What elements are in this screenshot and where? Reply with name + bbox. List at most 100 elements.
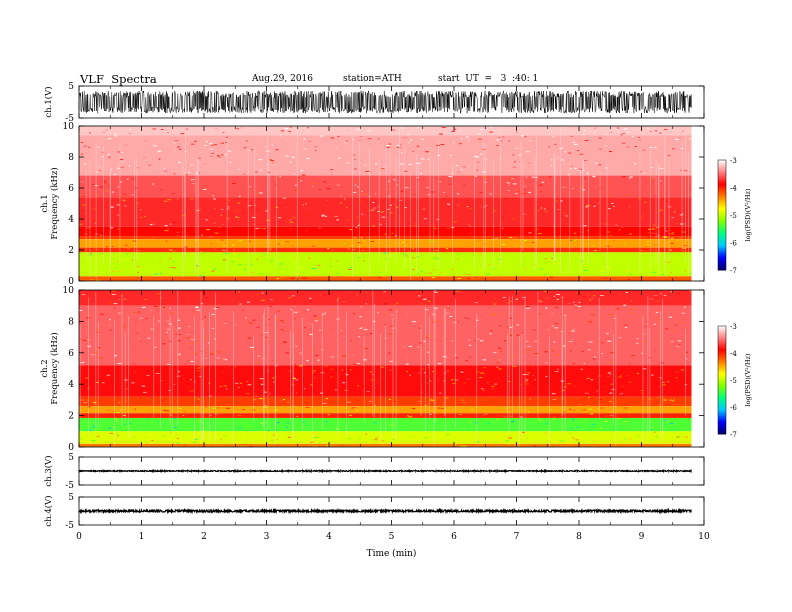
noise-speck [100, 127, 103, 129]
noise-speck [294, 311, 298, 313]
noise-speck [346, 162, 349, 164]
noise-speck [317, 318, 321, 320]
noise-speck [515, 245, 518, 247]
noise-speck [322, 214, 325, 216]
noise-speck [314, 354, 319, 356]
noise-speck [354, 168, 357, 170]
noise-speck [533, 264, 535, 266]
noise-speck [451, 340, 454, 342]
noise-speck [453, 223, 456, 225]
noise-speck [655, 130, 658, 132]
noise-speck [170, 312, 174, 314]
noise-speck [317, 359, 320, 361]
noise-speck [444, 338, 449, 340]
noise-speck [356, 201, 358, 203]
noise-speck [234, 366, 237, 368]
y-axis-channel-label: ch.1 [40, 194, 50, 212]
noise-speck [272, 243, 276, 245]
noise-speck [379, 223, 382, 225]
noise-speck [525, 176, 528, 178]
noise-speck [402, 346, 405, 348]
spectral-band [79, 135, 692, 176]
noise-speck [114, 433, 119, 435]
waveform-trace [78, 469, 692, 473]
noise-speck [369, 379, 373, 381]
noise-speck [667, 261, 671, 263]
noise-speck [125, 400, 127, 402]
noise-speck [214, 268, 217, 270]
noise-speck [342, 301, 346, 303]
noise-speck [624, 438, 626, 440]
noise-speck [435, 320, 439, 322]
noise-speck [102, 152, 104, 154]
noise-speck [231, 182, 236, 184]
noise-speck [377, 312, 379, 314]
noise-speck [469, 207, 472, 209]
noise-speck [99, 263, 102, 265]
noise-speck [359, 327, 362, 329]
noise-speck [503, 312, 506, 314]
noise-speck [689, 290, 693, 292]
noise-speck [169, 414, 172, 416]
noise-speck [600, 233, 603, 235]
noise-speck [114, 418, 118, 420]
noise-speck [404, 170, 408, 172]
noise-speck [149, 224, 153, 226]
noise-speck [98, 357, 103, 359]
colorbar-cell [718, 253, 726, 256]
noise-speck [416, 273, 420, 275]
colorbar-tick-label: -6 [730, 404, 737, 412]
noise-speck [562, 186, 567, 188]
noise-speck [479, 129, 484, 131]
noise-speck [372, 320, 376, 322]
noise-speck [392, 271, 396, 273]
noise-speck [619, 374, 622, 376]
noise-speck [496, 144, 499, 146]
noise-speck [565, 271, 568, 273]
noise-speck [563, 411, 565, 413]
noise-speck [369, 385, 373, 387]
noise-speck [526, 435, 530, 437]
noise-speck [557, 208, 560, 210]
noise-speck [489, 307, 491, 309]
noise-speck [661, 381, 665, 383]
noise-speck [570, 168, 573, 170]
noise-speck [592, 175, 596, 177]
noise-speck [161, 215, 164, 217]
noise-speck [246, 380, 249, 382]
noise-speck [527, 248, 530, 250]
noise-speck [95, 195, 99, 197]
noise-speck [469, 225, 471, 227]
noise-speck [151, 439, 154, 441]
noise-speck [389, 424, 394, 426]
noise-speck [82, 339, 87, 341]
noise-speck [306, 256, 309, 258]
noise-speck [516, 334, 520, 336]
noise-speck [439, 392, 442, 394]
noise-speck [392, 439, 395, 441]
spectral-band [79, 290, 692, 306]
noise-speck [180, 375, 183, 377]
noise-speck [420, 271, 423, 273]
noise-speck [346, 129, 349, 131]
noise-speck [571, 330, 575, 332]
noise-speck [427, 158, 429, 160]
noise-speck [99, 274, 103, 276]
noise-speck [507, 231, 509, 233]
noise-speck [377, 138, 380, 140]
noise-speck [172, 267, 176, 269]
noise-speck [667, 206, 672, 208]
noise-speck [200, 362, 203, 364]
noise-speck [571, 437, 576, 439]
noise-speck [100, 253, 104, 255]
noise-speck [545, 376, 548, 378]
noise-speck [482, 414, 485, 416]
noise-speck [115, 266, 118, 268]
noise-speck [416, 145, 420, 147]
noise-speck [405, 187, 409, 189]
noise-speck [110, 411, 113, 413]
noise-speck [248, 186, 252, 188]
colorbar-cell [718, 202, 726, 205]
noise-speck [572, 141, 576, 143]
noise-speck [604, 223, 607, 225]
